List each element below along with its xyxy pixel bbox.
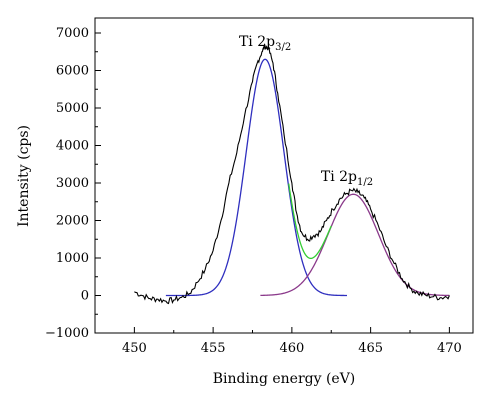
x-tick-label: 460 [279, 341, 304, 356]
x-axis-ticks: 450 455 460 465 470 [94, 327, 462, 356]
x-tick-label: 465 [358, 341, 383, 356]
y-tick-label: 1000 [56, 251, 89, 266]
x-tick-label: 450 [122, 341, 147, 356]
envelope-series-line [288, 183, 332, 260]
y-tick-label: 2000 [56, 214, 89, 229]
plot-frame [94, 17, 474, 334]
y-tick-label: 7000 [56, 26, 89, 41]
y-axis-label: Intensity (cps) [16, 125, 32, 227]
peak-fit-series-line [165, 58, 347, 297]
measured-series-line [134, 44, 450, 305]
y-tick-label: 5000 [56, 101, 89, 116]
y-tick-label: 0 [81, 289, 89, 304]
y-tick-label: 4000 [56, 139, 89, 154]
peak-annotation: Ti 2p3/2 [239, 34, 291, 53]
annotation-layer: Ti 2p3/2 Ti 2p1/2 [239, 34, 373, 188]
x-tick-label: 470 [437, 341, 462, 356]
peak-annotation: Ti 2p1/2 [321, 169, 373, 188]
series-layer [134, 44, 450, 305]
x-axis-label: Binding energy (eV) [213, 371, 356, 387]
y-tick-label: 3000 [56, 176, 89, 191]
x-tick-label: 455 [201, 341, 226, 356]
peak-fit-series-line [260, 193, 450, 297]
y-tick-label: −1000 [45, 326, 89, 341]
y-axis-ticks: −1000 0 1000 2000 3000 4000 5000 6000 7000 [45, 26, 101, 341]
y-tick-label: 6000 [56, 64, 89, 79]
